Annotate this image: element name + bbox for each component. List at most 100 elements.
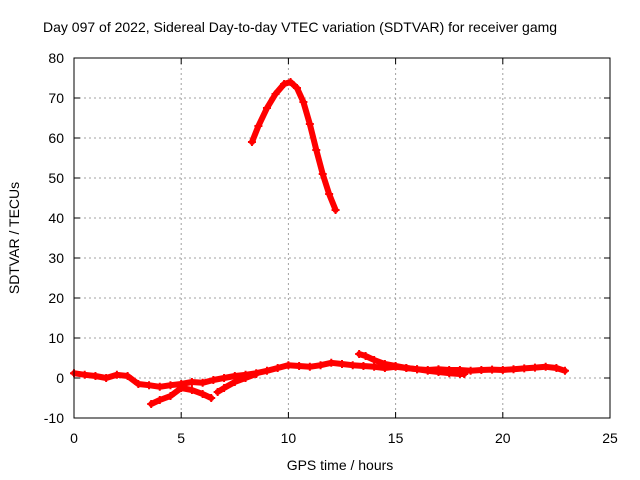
data-point [299,98,308,106]
data-point [220,384,229,392]
data-point [380,360,389,368]
x-tick-label: 20 [495,430,511,446]
y-tick-label: 70 [48,90,64,106]
y-tick-label: -10 [44,410,64,426]
data-point [361,352,370,360]
data-point [112,370,121,379]
data-point [91,372,100,380]
data-point [177,384,186,392]
y-tick-label: 30 [48,250,64,266]
data-point [247,138,256,146]
plot-frame [73,57,611,419]
y-axis-label: SDTVAR / TECUs [6,182,22,294]
data-point [316,361,325,370]
data-point [325,190,334,198]
data-point [305,120,314,128]
data-point [155,382,164,391]
x-tick-label: 10 [281,430,297,446]
data-point [488,365,497,374]
x-tick-label: 0 [70,430,78,446]
data-point [271,90,280,98]
data-point [460,370,469,378]
data-point [155,396,164,404]
y-tick-label: 80 [48,50,64,66]
data-point [241,374,250,382]
data-point [102,374,111,382]
data-point [413,365,422,374]
data-point [520,364,529,373]
data-point [402,364,411,372]
data-point [284,361,293,370]
data-point [295,362,304,370]
data-point [305,362,314,371]
series-track-5 [247,78,340,214]
data-point [477,366,486,374]
y-tick-label: 20 [48,290,64,306]
data-point [254,122,263,130]
data-point [213,388,222,396]
series-track-2 [147,384,216,408]
y-tick-label: 50 [48,170,64,186]
data-point [273,364,282,372]
axis-ticks: 0 5 10 15 20 25 -10 0 10 20 30 40 50 60 70 80 [44,50,618,446]
data-point [434,368,443,376]
x-axis-label: GPS time / hours [287,457,394,473]
data-point [134,380,143,388]
series-track-1 [70,358,569,391]
data-point [286,78,295,86]
data-point [423,366,432,375]
series-line [249,79,339,213]
data-point [509,365,518,374]
data-point [262,366,271,375]
y-tick-label: 40 [48,210,64,226]
data-point [530,363,539,372]
data-point [187,378,196,386]
data-point [312,146,321,154]
gridlines [74,58,610,418]
data-point [552,364,561,372]
data-point [355,350,364,358]
data-point [348,361,357,370]
data-point [220,374,229,382]
data-point [359,362,368,370]
x-tick-label: 25 [602,430,618,446]
data-point [262,104,271,112]
x-tick-label: 5 [177,430,185,446]
data-point [541,362,550,371]
series-track-3 [213,370,261,396]
data-point [252,370,261,378]
data-point [209,376,218,384]
data-point [280,80,289,88]
data-point [166,381,175,390]
data-point [147,400,156,408]
chart-title: Day 097 of 2022, Sidereal Day-to-day VTE… [43,19,557,35]
data-point [123,372,132,380]
data-point [80,370,89,379]
data-point [327,358,336,367]
y-tick-label: 0 [56,370,64,386]
data-series [70,78,569,408]
data-point [466,366,475,375]
y-tick-label: 60 [48,130,64,146]
data-point [187,386,196,394]
data-point [370,356,379,364]
data-point [338,360,346,368]
data-point [560,366,569,375]
x-tick-label: 15 [388,430,404,446]
data-point [370,362,379,371]
data-point [207,394,216,402]
data-point [391,362,400,370]
data-point [166,392,175,400]
data-point [230,378,239,386]
data-point [445,369,454,378]
data-point [292,84,301,92]
y-tick-label: 10 [48,330,64,346]
data-point [198,390,207,398]
data-point [145,381,154,390]
series-track-4 [355,350,469,378]
data-point [198,378,207,387]
data-point [318,170,327,178]
data-point [498,366,507,374]
data-point [331,206,340,214]
